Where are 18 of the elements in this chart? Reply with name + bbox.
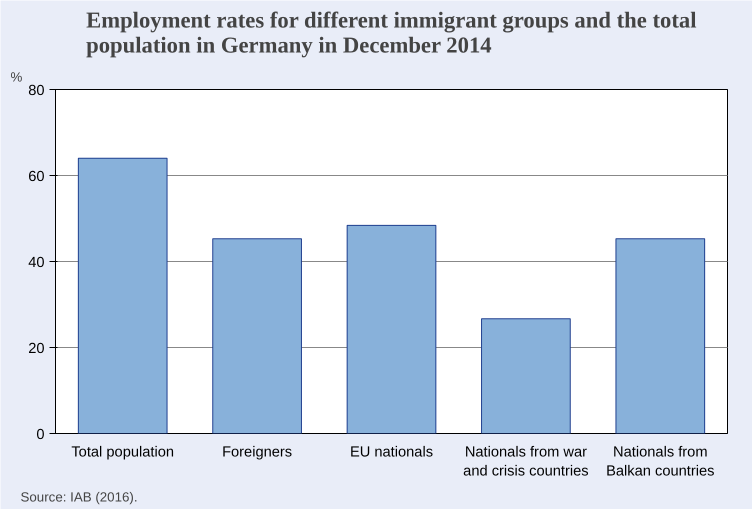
y-tick-label: 20 bbox=[28, 341, 45, 357]
bar bbox=[212, 238, 302, 434]
chart-title: Employment rates for different immigrant groups and the total population in Germany in December 2014 bbox=[86, 8, 697, 58]
bar bbox=[615, 238, 706, 434]
y-tick-label: 80 bbox=[28, 83, 45, 99]
x-tick-label: Nationals from war and crisis countries bbox=[463, 444, 589, 480]
bar bbox=[346, 224, 436, 434]
y-axis-title: % bbox=[10, 70, 22, 84]
bar bbox=[78, 158, 168, 434]
x-tick-label: Nationals from Balkan countries bbox=[606, 444, 714, 480]
source-note: Source: IAB (2016). bbox=[20, 490, 138, 504]
x-tick-label: EU nationals bbox=[350, 444, 434, 460]
y-tick-label: 40 bbox=[28, 255, 45, 271]
y-tick-label: 0 bbox=[36, 427, 45, 443]
bar bbox=[481, 318, 571, 434]
x-tick-label: Foreigners bbox=[222, 444, 292, 460]
y-tick-label: 60 bbox=[28, 169, 45, 185]
x-tick-label: Total population bbox=[71, 444, 174, 460]
